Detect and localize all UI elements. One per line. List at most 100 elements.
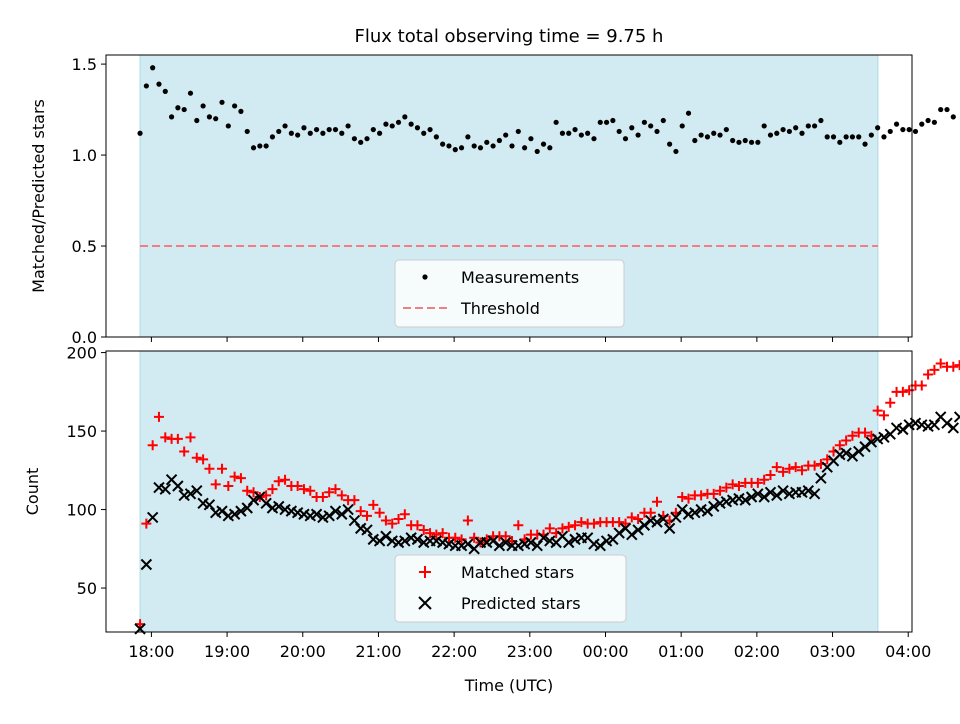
matched-stars-point [469,532,480,543]
matched-stars-point [462,515,473,526]
x-tick-label: 23:00 [507,642,553,661]
y-tick-label: 0.0 [72,328,97,347]
measurement-point [547,145,553,151]
measurement-point [301,125,307,131]
measurement-point [925,117,931,124]
measurement-point [629,125,635,131]
matched-stars-point [544,523,555,534]
measurement-point [540,141,547,147]
matched-stars-point [431,529,442,540]
matched-stars-point [153,411,164,422]
measurement-point [509,143,515,149]
y-tick-label: 1.5 [72,55,97,74]
predicted-stars-point [771,489,783,502]
matched-stars-point [626,512,637,523]
matched-stars-point [141,518,152,529]
predicted-stars-point [752,488,764,500]
matched-stars-point [210,479,221,490]
matched-stars-point [847,430,858,441]
predicted-stars-point [708,500,720,513]
predicted-stars-point [878,431,890,444]
measurement-point [755,139,761,145]
measurement-point [187,90,194,96]
predicted-stars-point [228,508,241,520]
legend-measurements-marker [422,274,428,280]
matched-stars-point [809,460,820,471]
matched-stars-point [362,510,373,521]
count-panel: 50 100 150 200 18:00 19:00 20:00 21:00 22:00 23:0… [23,344,960,695]
predicted-stars-point [525,536,537,549]
legend-label: Matched stars [461,563,574,582]
matched-stars-point [759,474,770,485]
matched-stars-point [935,358,946,369]
matched-stars-point [904,385,915,396]
measurement-point [641,119,647,125]
measurement-point [742,137,748,144]
legend-label: Measurements [461,268,579,287]
predicted-stars-point [184,488,197,500]
measurement-point [685,110,692,116]
predicted-stars-point [815,472,827,484]
matched-stars-point [860,427,871,438]
measurement-point [786,128,792,135]
y-tick-label: 50 [77,579,97,598]
measurement-point [875,125,881,131]
legend-box [394,554,627,623]
measurement-point [868,132,874,138]
matched-stars-point [179,446,190,457]
measurement-point [377,130,383,136]
measurement-point [446,143,452,149]
measurement-point [780,126,786,133]
predicted-stars-point [941,417,953,429]
ratio-panel: 0.0 0.5 1.0 1.5 Matched/Predicted stars Measu… [29,54,956,347]
predicted-stars-point [701,505,714,517]
predicted-stars-point [329,505,342,517]
predicted-stars-point [499,536,512,549]
matched-stars-point [229,471,240,482]
matched-stars-point [563,521,574,532]
matched-stars-point [280,474,291,485]
measurement-point [181,106,187,113]
predicted-stars-point [657,513,670,525]
measurement-point [566,130,572,136]
matched-stars-point [796,465,807,476]
measurement-point [213,116,219,122]
measurement-point [528,136,534,142]
measurement-point [194,117,200,124]
matched-stars-point [834,440,845,451]
predicted-stars-point [399,535,411,547]
measurement-point [805,123,811,129]
measurement-point [748,139,755,145]
measurement-point [767,132,774,138]
predicted-stars-point [563,536,575,549]
measurement-point [912,128,919,135]
measurement-point [421,130,427,136]
matched-stars-point [645,507,656,518]
matched-stars-point [368,499,379,510]
measurement-point [837,139,843,145]
matched-stars-point [450,532,461,543]
measurement-point [263,143,269,149]
predicted-stars-point [493,539,506,552]
matched-stars-point [172,433,183,444]
chart-title: Flux total observing time = 9.75 h [355,26,664,47]
y-axis-label: Count [23,468,42,516]
y-tick-label: 200 [66,344,97,363]
predicted-stars-point [235,505,247,517]
predicted-stars-point [191,485,203,497]
predicted-stars-point [411,533,424,546]
matched-stars-point [305,485,316,496]
matched-stars-point [412,520,423,531]
predicted-stars-point [853,445,865,458]
measurement-point [332,126,339,133]
measurement-point [610,117,616,124]
measurement-point [358,139,364,145]
y-tick-label: 100 [66,501,97,520]
predicted-stars-point [146,511,159,524]
matched-stars-point [267,484,278,495]
y-axis-label: Matched/Predicted stars [29,99,48,293]
measurement-point [471,143,477,149]
predicted-stars-point [373,535,386,547]
predicted-stars-point [840,447,852,459]
matched-stars-point [557,523,568,534]
